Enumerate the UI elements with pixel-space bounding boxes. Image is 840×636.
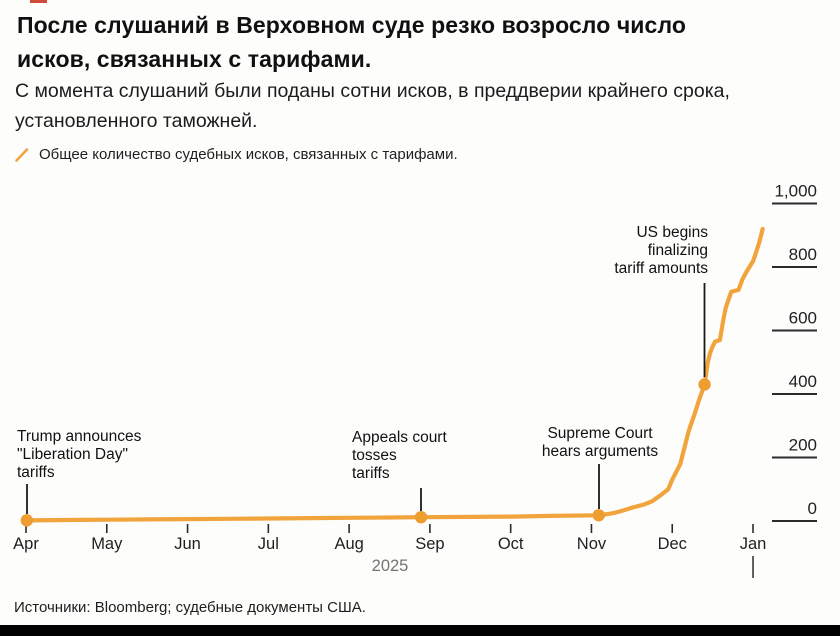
event-dot-supreme-court — [592, 509, 605, 522]
x-axis-month-label: Oct — [498, 535, 524, 553]
lawsuit-count-line — [23, 226, 765, 523]
annotation-text-appeals-court: Appeals court tosses tariffs — [352, 429, 447, 482]
y-axis-tick-label: 600 — [789, 309, 817, 328]
x-axis-month-label: Apr — [13, 535, 39, 553]
source-note: Источники: Bloomberg; судебные документы… — [14, 599, 366, 616]
line-chart: 0 200 400 600 800 1,000 Apr May Jun Jul Aug Sep Oct N… — [0, 170, 840, 590]
annotation-text-supreme-court: Supreme Court hears arguments — [542, 425, 659, 460]
y-axis-tick-label: 400 — [789, 372, 817, 391]
x-axis-month-label: Nov — [577, 535, 607, 553]
x-axis-month-label: Jun — [174, 535, 201, 553]
x-axis-month-label: Jan — [740, 535, 767, 553]
legend-line-slash-icon — [14, 147, 30, 163]
event-dot-trump-liberation-day — [20, 514, 34, 527]
legend: Общее количество судебных исков, связанн… — [14, 146, 458, 163]
annotation-text-trump-liberation-day: Trump announces "Liberation Day" tariffs — [17, 428, 142, 481]
y-axis-tick-label: 800 — [789, 245, 817, 264]
legend-label: Общее количество судебных исков, связанн… — [39, 146, 458, 163]
x-axis-month-label: Jul — [258, 535, 279, 553]
bottom-black-bar — [0, 625, 840, 636]
x-axis-month-label: May — [91, 535, 123, 553]
event-dot-appeals-court — [414, 510, 428, 524]
y-axis-tick-label: 1,000 — [774, 182, 817, 201]
chart-title: После слушаний в Верховном суде резко во… — [17, 12, 686, 72]
x-axis-year-label: 2025 — [372, 557, 409, 575]
event-dot-us-finalizing — [698, 378, 711, 391]
chart-subtitle: С момента слушаний были поданы сотни иск… — [15, 80, 730, 132]
x-axis-month-label: Dec — [658, 535, 687, 553]
x-axis-month-label: Aug — [334, 535, 363, 553]
tariff-lawsuits-line-chart: 0 200 400 600 800 1,000 Apr May Jun Jul Aug Sep Oct N… — [13, 182, 817, 578]
y-axis-tick-label: 200 — [789, 436, 817, 455]
red-accent-mark — [30, 0, 47, 3]
x-axis-month-label: Sep — [415, 535, 444, 553]
y-axis-tick-label: 0 — [808, 499, 817, 518]
annotation-text-us-finalizing: US begins finalizing tariff amounts — [614, 224, 708, 277]
